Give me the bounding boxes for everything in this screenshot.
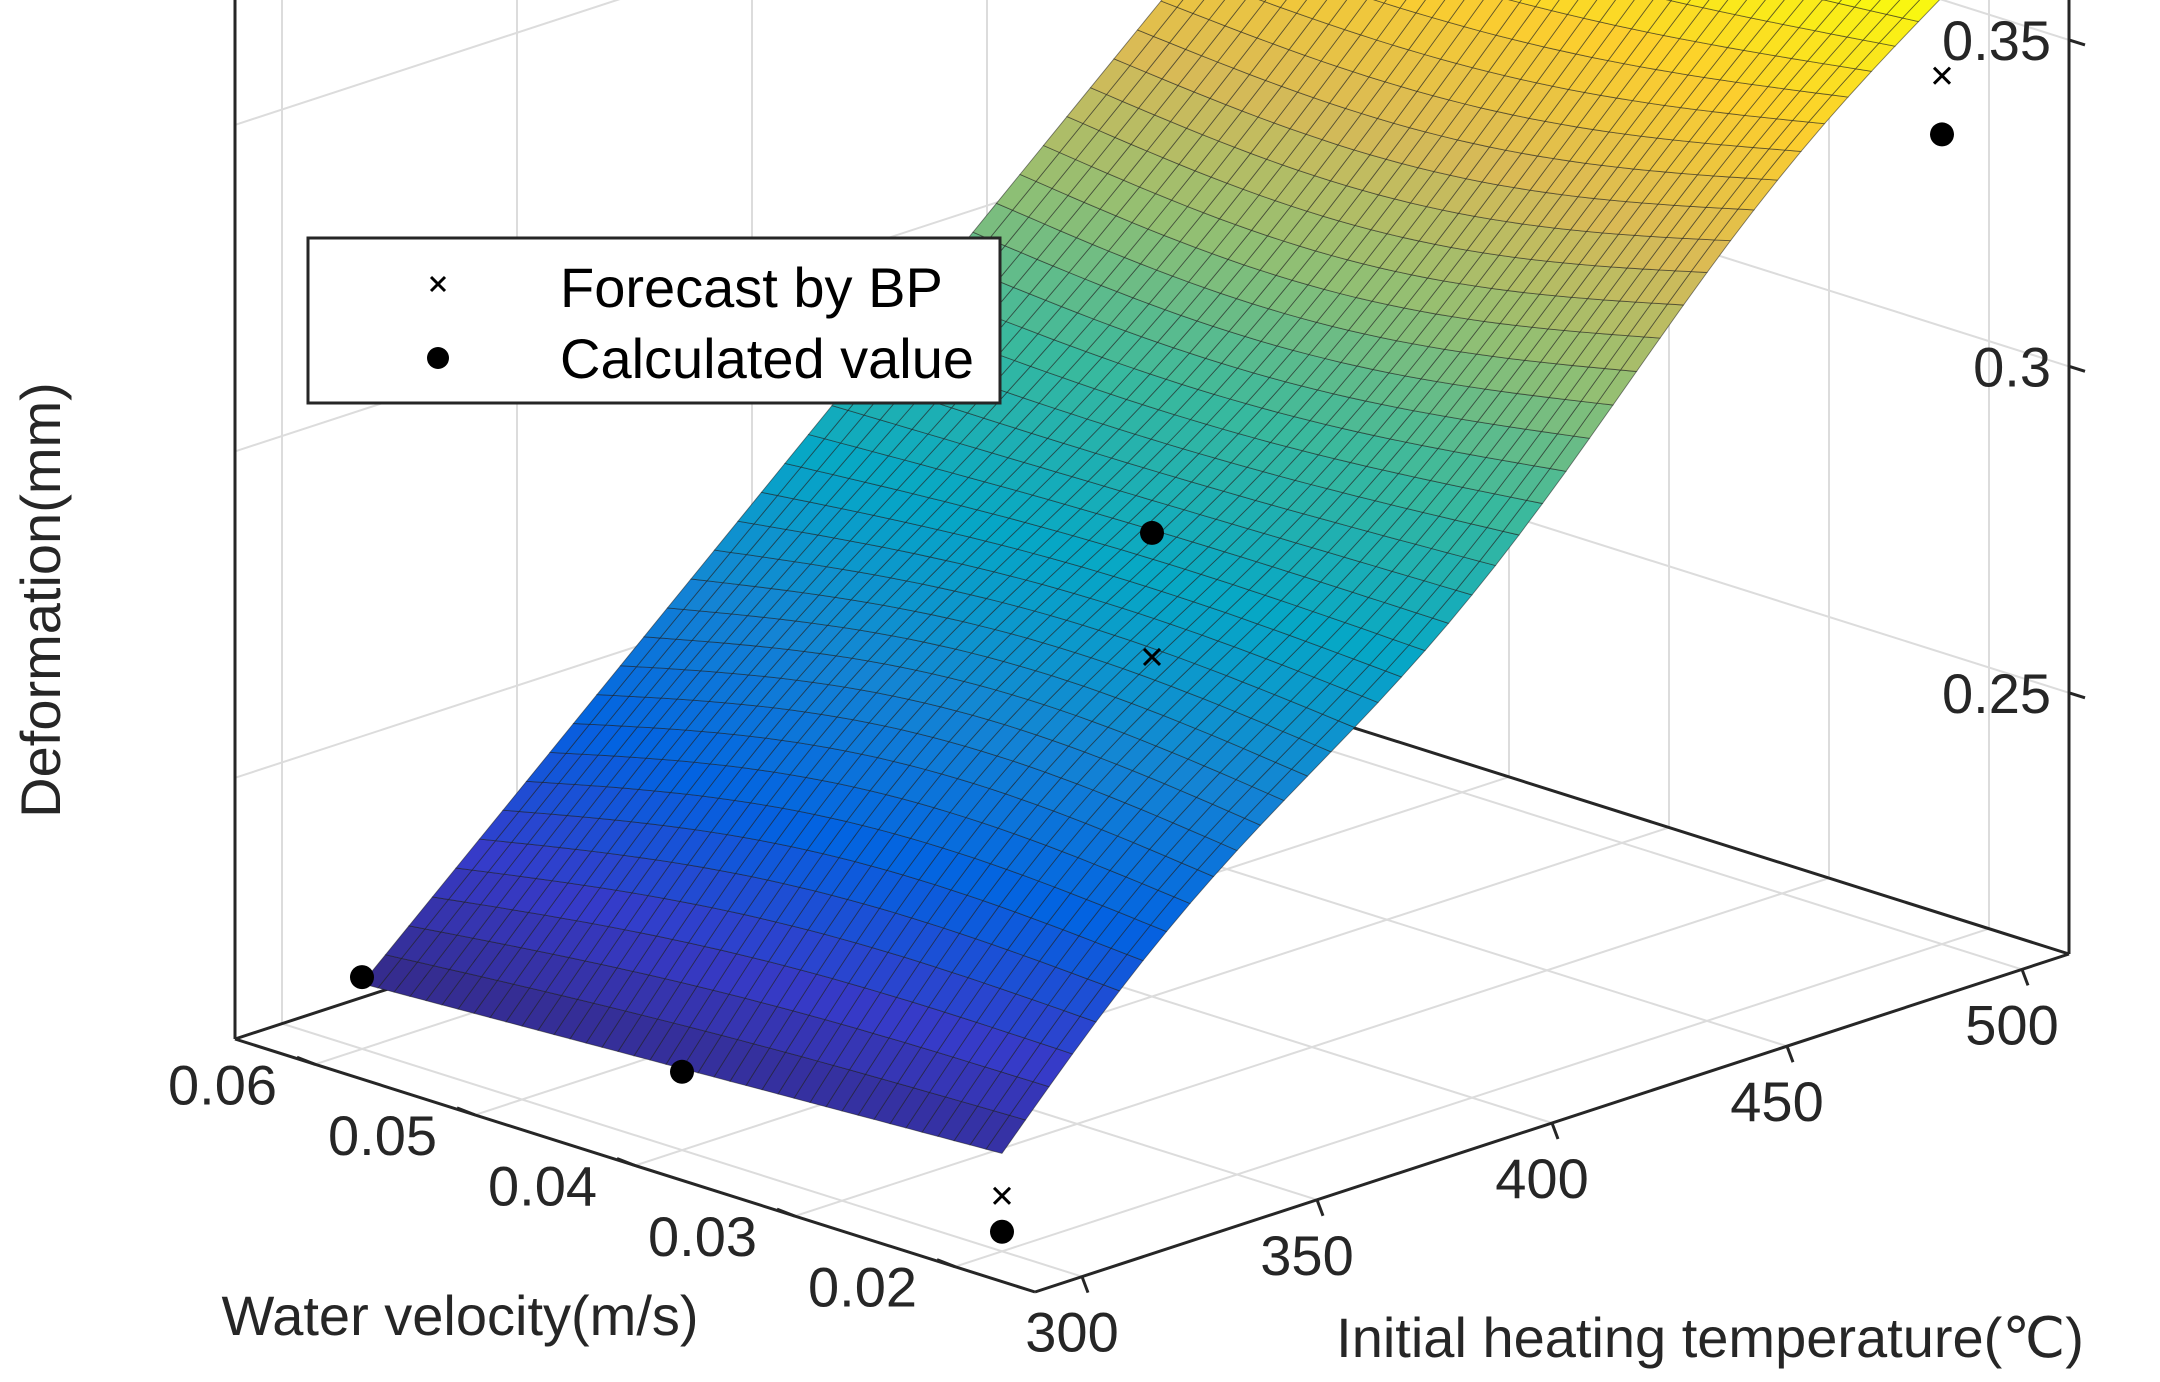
y-tick-label: 300 — [1025, 1301, 1118, 1364]
x-tick-mark — [296, 1055, 316, 1066]
surface-patch — [1399, 0, 1426, 14]
surface-patch — [1869, 0, 1901, 15]
x-axis-title: Water velocity(m/s) — [221, 1284, 698, 1347]
calculated-dot-marker — [990, 1219, 1014, 1244]
surface-patch — [1582, 0, 1616, 23]
surface-patch — [1463, 0, 1503, 32]
surface-patch — [1766, 0, 1804, 25]
forecast-x-marker — [1142, 647, 1162, 667]
surface-patch — [1630, 0, 1672, 33]
y-tick-mark — [1785, 1045, 1795, 1063]
surface-patch — [1837, 0, 1862, 8]
y-tick-mark — [1550, 1122, 1560, 1140]
surface-patch — [1750, 0, 1785, 22]
calculated-dot-marker — [1930, 122, 1954, 147]
surface-patch — [1373, 0, 1387, 4]
legend-entry-calculated: Calculated value — [560, 327, 974, 390]
z-tick-label: 0.3 — [1973, 335, 2051, 398]
x-tick-label: 0.05 — [328, 1104, 437, 1167]
forecast-x-stroke — [1932, 66, 1952, 85]
axis-ticks: 0.02 0.03 0.04 0.05 0.06 300 350 400 450 500 0.25 0… — [168, 9, 2086, 1364]
x-tick-mark — [456, 1106, 476, 1117]
surface-patch — [1734, 0, 1766, 19]
forecast-x-marker — [992, 1186, 1012, 1205]
y-tick-mark — [2020, 968, 2030, 986]
surface-patch — [1192, 0, 1226, 21]
surface-patch — [1665, 0, 1673, 2]
surface-patch — [1208, 0, 1246, 27]
x-tick-mark — [936, 1258, 956, 1269]
y-tick-label: 500 — [1965, 993, 2058, 1056]
surface-patch — [1263, 0, 1287, 8]
surface-patch — [1670, 0, 1691, 5]
calculated-dot-marker — [350, 965, 374, 990]
surface-patch — [1383, 0, 1407, 9]
surface-patch — [1431, 0, 1465, 23]
z-tick-label: 0.35 — [1942, 9, 2051, 72]
y-axis-title: Initial heating temperature(℃) — [1336, 1306, 2084, 1369]
calculated-dot-marker — [1140, 520, 1164, 545]
box-edge-1 — [1268, 699, 2070, 956]
legend-dot-marker-icon — [427, 347, 449, 369]
y-tick-label: 350 — [1260, 1224, 1353, 1287]
legend-box — [306, 236, 1002, 405]
z-tick-mark — [2068, 364, 2086, 373]
legend: Forecast by BP Calculated value — [306, 236, 1002, 405]
legend-entry-forecast: Forecast by BP — [560, 256, 943, 319]
z-gridline-2 — [234, 0, 2070, 126]
surface-patch — [1686, 0, 1710, 9]
surface-patch — [1311, 0, 1348, 25]
surface-patch — [1702, 0, 1729, 12]
surface-mesh — [361, 0, 1941, 1154]
y-tick-label: 450 — [1730, 1070, 1823, 1133]
surface-patch — [1614, 0, 1654, 30]
surface-patch — [1415, 0, 1446, 19]
surface-patch — [1176, 0, 1205, 14]
surface-patch — [1822, 0, 1842, 4]
z-axis-title: Deformation(mm) — [9, 382, 72, 818]
x-tick-label: 0.06 — [168, 1053, 277, 1116]
surface-patch — [1518, 0, 1541, 8]
surface-patch — [1718, 0, 1748, 16]
x-tick-label: 0.02 — [808, 1256, 917, 1319]
surface-patch — [1798, 0, 1840, 32]
surface-patch — [1279, 0, 1307, 14]
z-tick-mark — [2068, 691, 2086, 700]
surface-patch — [1534, 0, 1560, 12]
surface-patch — [1550, 0, 1579, 15]
forecast-x-stroke — [1142, 647, 1162, 667]
surface-patch — [1885, 0, 1921, 19]
surface-patch — [1343, 0, 1385, 36]
x-tick-label: 0.04 — [488, 1155, 597, 1218]
surface-patch — [1853, 0, 1881, 12]
x-tick-mark — [616, 1157, 636, 1167]
forecast-x-marker — [1932, 66, 1952, 85]
surface-patch — [1327, 0, 1368, 31]
x-tick-mark — [776, 1207, 796, 1218]
surface-patch — [1447, 0, 1484, 28]
x-tick-label: 0.03 — [648, 1205, 757, 1268]
surface-patch — [1901, 0, 1941, 23]
surface-patch — [1160, 0, 1184, 8]
y-tick-mark — [1080, 1276, 1090, 1294]
z-tick-label: 0.25 — [1942, 662, 2051, 725]
surface-patch — [1598, 0, 1635, 26]
surface-patch — [1258, 0, 1267, 3]
calculated-dot-marker — [670, 1059, 694, 1084]
legend-x-marker-icon — [429, 275, 447, 293]
z-tick-mark — [2068, 38, 2086, 47]
y-tick-mark — [1315, 1199, 1325, 1217]
surface-patch — [1479, 0, 1521, 36]
forecast-x-stroke — [992, 1186, 1012, 1205]
surface-patch — [1224, 0, 1266, 33]
surface-patch — [1295, 0, 1328, 20]
surface-patch — [1508, 0, 1522, 4]
surface-patch — [1782, 0, 1823, 29]
y-tick-label: 400 — [1495, 1147, 1588, 1210]
